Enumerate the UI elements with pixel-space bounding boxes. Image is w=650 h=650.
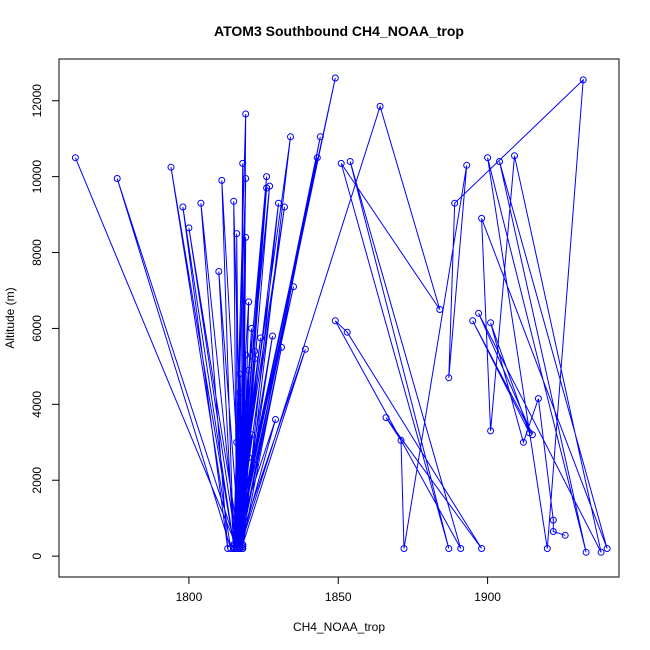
data-point xyxy=(400,545,408,552)
data-point xyxy=(511,152,518,160)
data-point xyxy=(331,74,339,82)
data-point xyxy=(579,76,587,84)
x-axis: 1800 1850 1900 xyxy=(176,576,501,604)
data-point xyxy=(251,347,259,355)
data-point xyxy=(236,446,244,454)
x-tick-label: 1900 xyxy=(474,590,501,604)
data-point xyxy=(233,230,241,238)
data-point xyxy=(257,334,265,342)
data-point xyxy=(463,161,471,169)
data-point xyxy=(281,203,288,211)
data-point xyxy=(397,436,405,444)
y-tick-label: 4000 xyxy=(30,391,44,418)
data-point xyxy=(543,545,551,552)
data-point xyxy=(233,438,241,446)
data-point xyxy=(242,442,250,450)
data-point xyxy=(236,389,244,397)
data-point xyxy=(242,351,250,359)
data-point xyxy=(278,343,285,351)
data-point xyxy=(445,545,453,552)
data-point xyxy=(242,175,250,182)
data-point xyxy=(251,355,259,363)
data-point xyxy=(475,309,483,317)
data-point xyxy=(236,545,244,552)
data-point xyxy=(71,154,79,162)
data-point xyxy=(582,548,590,556)
data-point xyxy=(290,283,297,291)
data-point xyxy=(313,154,321,162)
data-point xyxy=(113,175,121,182)
data-point xyxy=(251,461,259,469)
data-point xyxy=(263,173,271,181)
data-point xyxy=(272,416,279,423)
data-point xyxy=(496,158,503,165)
data-point xyxy=(519,438,527,446)
x-axis-label: CH4_NOAA_trop xyxy=(293,620,385,634)
data-point xyxy=(248,431,256,439)
data-point xyxy=(275,199,282,207)
data-point xyxy=(343,328,351,336)
data-point xyxy=(179,203,187,211)
y-tick-label: 8000 xyxy=(30,239,44,266)
data-point xyxy=(236,370,244,378)
series-layer xyxy=(71,74,611,556)
data-point xyxy=(197,199,205,207)
data-point xyxy=(376,102,384,110)
data-point xyxy=(534,395,542,403)
data-point xyxy=(301,345,309,353)
data-point xyxy=(239,427,247,435)
data-point xyxy=(487,427,495,435)
data-point xyxy=(445,374,453,382)
data-point xyxy=(451,199,459,207)
data-point xyxy=(269,332,276,340)
data-point xyxy=(603,545,611,552)
data-point xyxy=(242,400,250,408)
data-point xyxy=(248,324,256,332)
data-point xyxy=(218,176,226,184)
data-point xyxy=(478,545,486,552)
data-point xyxy=(185,224,193,232)
y-tick-label: 0 xyxy=(30,552,44,559)
y-axis: 0 2000 4000 6000 8000 10000 12000 xyxy=(30,84,60,559)
y-axis-label: Altitude (m) xyxy=(3,287,17,348)
chart-title: ATOM3 Southbound CH4_NOAA_trop xyxy=(214,23,464,39)
data-point xyxy=(316,133,324,141)
data-point xyxy=(487,319,495,327)
data-point xyxy=(436,306,444,313)
data-point xyxy=(245,298,253,306)
data-point xyxy=(457,545,465,552)
data-point xyxy=(561,531,569,539)
data-point xyxy=(245,419,253,427)
data-point xyxy=(167,163,175,171)
data-point xyxy=(346,158,354,165)
y-tick-label: 2000 xyxy=(30,467,44,494)
data-point xyxy=(239,159,247,167)
x-tick-label: 1800 xyxy=(176,590,203,604)
data-point xyxy=(242,233,250,241)
data-point xyxy=(215,268,223,275)
data-point xyxy=(469,317,477,325)
data-point xyxy=(287,133,294,141)
data-point xyxy=(337,159,345,167)
data-point xyxy=(266,182,274,190)
data-point xyxy=(331,317,339,325)
data-point xyxy=(478,214,486,222)
data-point xyxy=(549,516,557,524)
data-point xyxy=(484,154,492,162)
data-point xyxy=(525,429,533,437)
data-point xyxy=(382,414,390,422)
y-tick-label: 12000 xyxy=(30,84,44,118)
y-tick-label: 10000 xyxy=(30,160,44,194)
data-point xyxy=(242,110,250,118)
data-point xyxy=(245,366,253,374)
data-point xyxy=(597,548,605,556)
x-tick-label: 1850 xyxy=(325,590,352,604)
data-point xyxy=(549,528,557,535)
data-point xyxy=(242,480,250,488)
data-point xyxy=(230,197,238,205)
y-tick-label: 6000 xyxy=(30,315,44,342)
data-point xyxy=(245,454,253,461)
